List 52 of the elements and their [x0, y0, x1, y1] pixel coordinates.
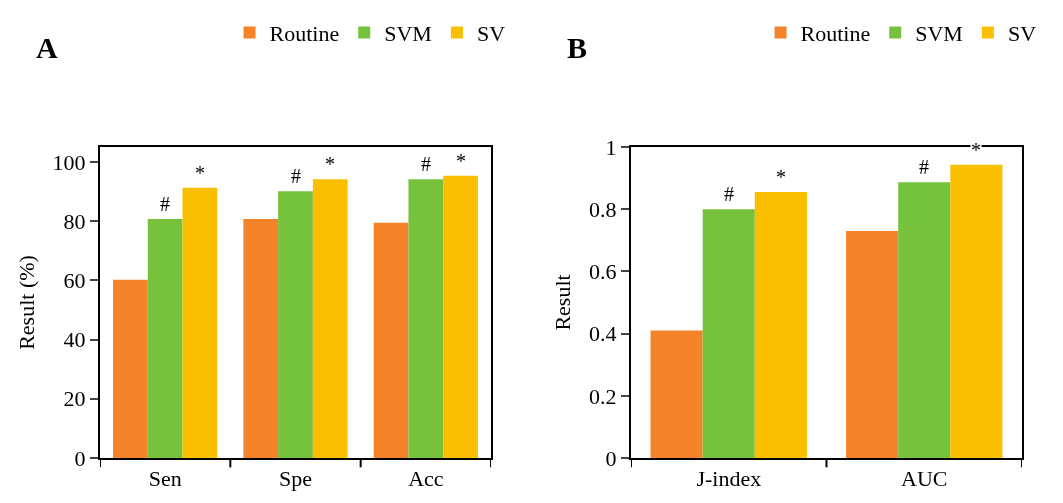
legend-label: Routine: [269, 21, 340, 47]
y-tick-label: 0: [74, 445, 86, 471]
y-tick-label: 80: [63, 208, 86, 234]
y-tick-label: 0: [605, 445, 617, 471]
y-axis-title: Result: [550, 274, 576, 331]
x-tick-label: Acc: [408, 466, 444, 492]
chart-title: B: [567, 31, 588, 64]
x-tick-label: AUC: [901, 466, 948, 492]
bar: [278, 191, 313, 458]
legend-label: SV: [476, 21, 506, 47]
bar: [650, 330, 703, 458]
annotation: *: [325, 153, 335, 175]
annotation: *: [776, 166, 786, 188]
bar: [754, 192, 807, 458]
annotation: #: [724, 183, 734, 205]
annotation: #: [291, 165, 301, 187]
x-tick-label: Spe: [279, 466, 312, 492]
annotation: *: [971, 139, 981, 161]
bar: [408, 179, 444, 458]
x-tick-label: Sen: [148, 466, 182, 492]
bar: [147, 218, 183, 458]
y-axis-title: Result (%): [13, 255, 39, 350]
annotation: #: [160, 193, 170, 215]
y-tick-label: 0.2: [589, 383, 617, 409]
chart-title: A: [36, 31, 58, 64]
bar: [312, 179, 348, 458]
y-tick-label: 60: [63, 267, 86, 293]
x-tick-label: J-index: [696, 466, 762, 492]
y-tick-label: 1: [605, 134, 617, 160]
y-tick-label: 40: [63, 327, 86, 353]
y-tick-label: 0.4: [589, 321, 617, 347]
bar: [182, 187, 218, 458]
legend-label: SVM: [915, 21, 963, 47]
bar: [846, 230, 899, 458]
legend-label: SV: [1007, 21, 1037, 47]
y-tick-label: 0.8: [589, 196, 617, 222]
bar: [443, 175, 478, 458]
annotation: #: [421, 153, 431, 175]
legend-label: Routine: [800, 21, 871, 47]
bar: [702, 209, 755, 458]
annotation: *: [456, 150, 466, 172]
bar: [898, 182, 951, 458]
y-tick-label: 0.6: [589, 259, 617, 285]
y-tick-label: 20: [63, 386, 86, 412]
bar: [243, 218, 279, 458]
legend-label: SVM: [384, 21, 432, 47]
y-tick-label: 100: [52, 149, 86, 175]
bar: [113, 279, 148, 458]
bar: [373, 222, 409, 458]
annotation: #: [919, 156, 929, 178]
annotation: *: [195, 162, 205, 184]
bar: [950, 164, 1003, 458]
